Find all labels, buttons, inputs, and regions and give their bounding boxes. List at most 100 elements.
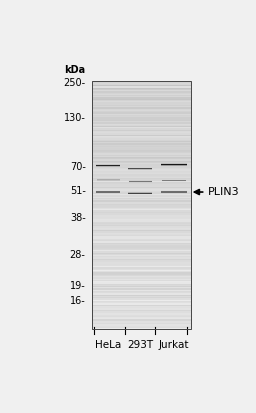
Bar [92,276,191,277]
Bar [92,320,191,321]
Bar [92,304,191,305]
Bar [92,189,191,190]
Bar [92,278,191,280]
Bar [92,137,191,138]
Bar [92,209,191,210]
Bar [92,240,191,241]
Bar [92,123,191,125]
Bar [92,282,191,283]
Text: 16-: 16- [70,296,86,306]
Bar [92,290,191,291]
Bar [92,85,191,86]
Bar [92,102,191,104]
Bar [92,255,191,256]
Bar [92,163,191,164]
Text: 38-: 38- [70,213,86,223]
Bar [92,246,191,247]
Bar [92,233,191,234]
Text: 28-: 28- [70,250,86,260]
Bar [92,226,191,228]
Bar [92,91,191,93]
Bar [92,262,191,263]
Bar [92,114,191,115]
Bar [92,300,191,301]
Bar [92,257,191,259]
Text: 70-: 70- [70,162,86,172]
Bar [92,267,191,268]
Bar [92,200,191,202]
Bar [92,156,191,157]
Bar [92,203,191,204]
Bar [92,97,191,99]
Bar [92,88,191,89]
Bar [92,241,191,242]
Bar [92,277,191,278]
Bar [92,150,191,151]
Bar [92,154,191,156]
Bar [92,126,191,127]
Bar [92,204,191,205]
Bar [92,316,191,317]
Bar [92,270,191,271]
Bar [92,208,191,209]
Bar [92,286,191,287]
Bar [92,171,191,172]
Bar [92,119,191,120]
Bar [92,135,191,136]
Bar [92,317,191,318]
Bar [92,273,191,275]
Bar [92,272,191,273]
Bar [92,105,191,106]
Bar [92,322,191,323]
Bar [92,167,191,168]
Bar [92,122,191,123]
Text: 293T: 293T [127,340,153,350]
Bar [92,166,191,167]
Bar [92,216,191,218]
Bar [92,190,191,192]
Bar [92,236,191,237]
Bar [92,109,191,110]
Bar [92,292,191,294]
Bar [92,254,191,255]
Bar [92,237,191,239]
Bar [92,101,191,102]
Bar [92,285,191,286]
Bar [92,245,191,246]
Bar [92,116,191,117]
Text: HeLa: HeLa [95,340,122,350]
Bar [92,215,191,216]
Bar [92,96,191,97]
Bar [92,141,191,142]
Bar [92,142,191,143]
Bar [92,153,191,154]
Bar [92,127,191,128]
Bar [92,306,191,307]
Bar [92,111,191,112]
Bar [92,218,191,219]
Bar [92,161,191,162]
Bar [92,287,191,289]
Bar [92,187,191,188]
Bar [92,251,191,252]
Bar [92,157,191,158]
Bar [92,244,191,245]
Bar [92,280,191,281]
Bar [92,202,191,203]
Bar [92,180,191,182]
Bar [92,197,191,198]
Bar [92,81,191,83]
Bar [92,136,191,137]
Bar [92,299,191,300]
Bar [92,313,191,315]
Bar [92,228,191,229]
Bar [92,271,191,272]
Bar [92,305,191,306]
Bar [92,172,191,173]
Bar [92,309,191,310]
Bar [92,327,191,328]
Bar [92,90,191,91]
Bar [92,121,191,122]
Bar [92,223,191,224]
Bar [92,312,191,313]
